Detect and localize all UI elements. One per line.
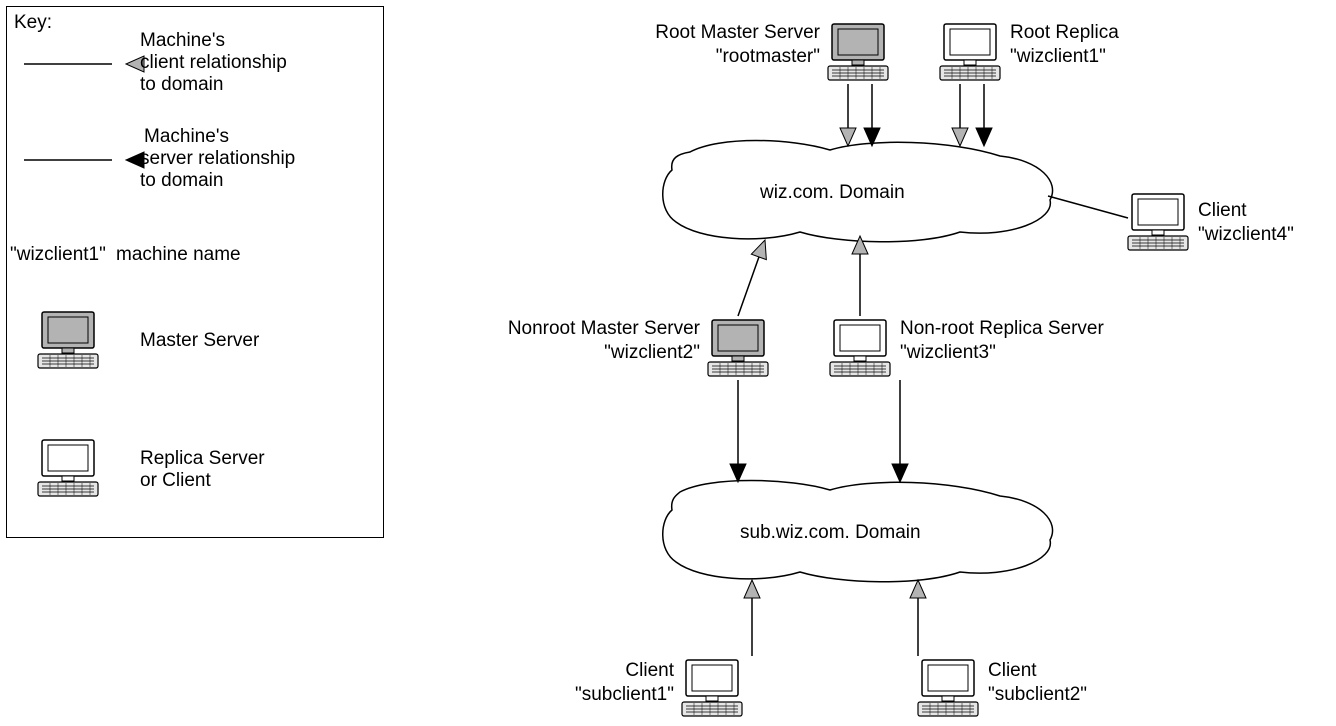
arrow-rootreplica-client <box>952 84 968 146</box>
key-server-rel-3: to domain <box>140 170 223 193</box>
rootreplica-l2: "wizclient1" <box>1010 46 1106 69</box>
key-title: Key: <box>14 12 52 35</box>
rootmaster-l1: Root Master Server <box>576 22 820 45</box>
line-client4 <box>1048 196 1128 218</box>
subclient1-l2: "subclient1" <box>520 684 674 707</box>
cloud-sub-label: sub.wiz.com. Domain <box>740 522 921 545</box>
nrmaster-l1: Nonroot Master Server <box>408 318 700 341</box>
subclient1-l1: Client <box>520 660 674 683</box>
diagram-canvas: Key: Machine's client relationship to do… <box>0 0 1336 726</box>
arrow-nrmaster-server-down <box>730 380 746 482</box>
key-arrow-server <box>24 152 144 168</box>
node-client4-icon <box>1128 194 1188 250</box>
arrow-nrmaster-client-up <box>738 237 773 316</box>
rootmaster-l2: "rootmaster" <box>576 46 820 69</box>
key-arrow-client <box>24 56 144 72</box>
key-client-rel-1: Machine's <box>140 30 225 53</box>
arrow-subclient1-up <box>744 580 760 656</box>
key-mname-lbl: machine name <box>116 244 241 267</box>
key-server-rel-1: Machine's <box>144 126 229 149</box>
node-rootmaster-icon <box>828 24 888 80</box>
node-subclient2-icon <box>918 660 978 716</box>
key-master-icon <box>38 312 98 368</box>
key-client-rel-2: client relationship <box>140 52 287 75</box>
arrow-rootmaster-client <box>840 84 856 146</box>
key-mname-ex: "wizclient1" <box>10 244 106 267</box>
key-master-label: Master Server <box>140 330 259 353</box>
client4-l2: "wizclient4" <box>1198 224 1294 247</box>
rootreplica-l1: Root Replica <box>1010 22 1119 45</box>
key-replica-label-1: Replica Server <box>140 448 265 471</box>
client4-l1: Client <box>1198 200 1247 223</box>
arrow-rootmaster-server <box>864 84 880 146</box>
subclient2-l1: Client <box>988 660 1037 683</box>
arrow-nrreplica-server-down <box>892 380 908 482</box>
node-nonroot-master-icon <box>708 320 768 376</box>
arrow-nrreplica-client-up <box>852 236 868 316</box>
node-rootreplica-icon <box>940 24 1000 80</box>
key-client-rel-3: to domain <box>140 74 223 97</box>
arrow-rootreplica-server <box>976 84 992 146</box>
key-replica-label-2: or Client <box>140 470 211 493</box>
cloud-wiz-label: wiz.com. Domain <box>760 182 905 205</box>
nrreplica-l1: Non-root Replica Server <box>900 318 1104 341</box>
node-subclient1-icon <box>682 660 742 716</box>
key-server-rel-2: server relationship <box>140 148 295 171</box>
key-replica-icon <box>38 440 98 496</box>
nrmaster-l2: "wizclient2" <box>408 342 700 365</box>
subclient2-l2: "subclient2" <box>988 684 1087 707</box>
nrreplica-l2: "wizclient3" <box>900 342 996 365</box>
arrow-subclient2-up <box>910 580 926 656</box>
node-nonroot-replica-icon <box>830 320 890 376</box>
